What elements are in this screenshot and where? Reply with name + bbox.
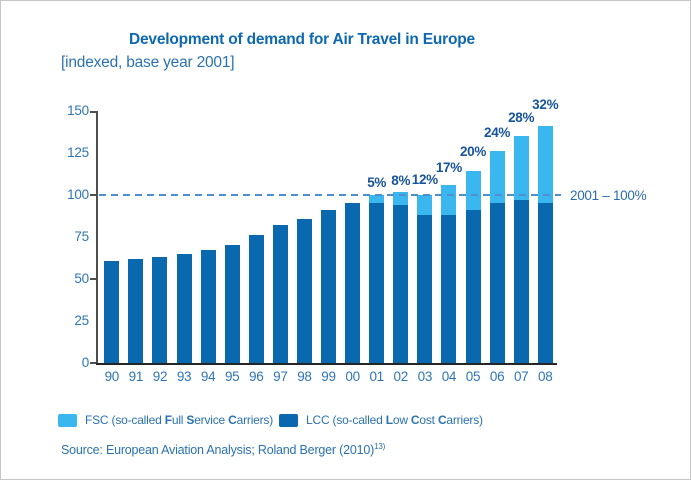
bar-segment-lcc	[465, 210, 481, 363]
bar-segment-lcc	[104, 260, 120, 363]
bar-segment-fsc	[369, 195, 385, 204]
bar-segment-lcc	[128, 258, 144, 363]
bar-segment-lcc	[200, 250, 216, 363]
x-tick-label: 93	[176, 369, 192, 384]
x-tick-label: 06	[489, 369, 505, 384]
bar-segment-fsc	[417, 195, 433, 216]
bar-segment-lcc	[321, 210, 337, 363]
percent-label: 5%	[367, 175, 387, 190]
bar-segment-lcc	[176, 253, 192, 363]
percent-label: 20%	[459, 144, 487, 160]
chart-subtitle: [indexed, base year 2001]	[61, 54, 235, 71]
x-tick-label: 05	[465, 369, 481, 384]
reference-label: 2001 – 100%	[570, 188, 647, 203]
x-tick-label: 99	[321, 369, 336, 384]
x-tick-label: 97	[273, 369, 288, 384]
legend-item-fsc: FSC (so-called Full Service Carriers)	[58, 413, 273, 427]
y-tick-mark	[90, 362, 96, 364]
bar-segment-lcc	[513, 200, 529, 363]
y-tick-label: 75	[74, 229, 89, 244]
y-tick-label: 100	[67, 187, 89, 202]
x-tick-label: 08	[538, 369, 553, 384]
bar-segment-lcc	[224, 245, 240, 363]
bar-segment-lcc	[537, 203, 553, 363]
bar-segment-lcc	[248, 235, 264, 363]
percent-label: 24%	[484, 125, 511, 141]
y-tick-label: 25	[74, 313, 89, 328]
x-tick-label: 04	[441, 369, 457, 384]
chart-title: Development of demand for Air Travel in …	[129, 31, 475, 48]
y-tick-mark	[90, 278, 96, 280]
bar-segment-lcc	[272, 225, 288, 363]
bar-segment-fsc	[489, 151, 505, 204]
source-note: Source: European Aviation Analysis; Rola…	[61, 442, 385, 457]
percent-label: 12%	[411, 172, 438, 187]
x-axis	[96, 363, 557, 365]
bar-segment-fsc	[513, 136, 529, 201]
y-tick-mark	[90, 111, 96, 113]
reference-line	[99, 194, 561, 196]
x-tick-label: 01	[369, 369, 384, 384]
x-tick-label: 91	[128, 369, 144, 384]
bar-segment-lcc	[393, 205, 409, 363]
percent-label: 32%	[532, 97, 559, 113]
y-axis	[96, 111, 98, 365]
percent-label: 8%	[391, 172, 411, 188]
x-tick-label: 90	[104, 369, 120, 384]
x-tick-label: 92	[152, 369, 168, 384]
x-tick-label: 00	[345, 369, 360, 384]
bar-segment-lcc	[369, 203, 385, 363]
y-tick-mark	[90, 194, 96, 196]
bar-segment-fsc	[537, 126, 553, 204]
legend-swatch-fsc	[58, 413, 77, 427]
bar-segment-lcc	[152, 257, 168, 363]
source-superscript: 13)	[374, 442, 386, 451]
legend-label-lcc: LCC (so-called Low Cost Carriers)	[306, 413, 483, 427]
bar-segment-lcc	[417, 215, 433, 363]
y-tick-label: 0	[81, 355, 90, 370]
x-tick-label: 94	[200, 369, 216, 384]
x-tick-label: 02	[393, 369, 409, 384]
legend-item-lcc: LCC (so-called Low Cost Carriers)	[279, 413, 483, 427]
y-tick-label: 125	[67, 145, 89, 160]
bar-segment-lcc	[296, 218, 312, 363]
percent-label: 17%	[435, 159, 462, 175]
y-tick-label: 150	[67, 103, 89, 118]
bar-segment-lcc	[441, 215, 457, 363]
legend-label-fsc: FSC (so-called Full Service Carriers)	[85, 413, 274, 427]
x-tick-label: 03	[417, 369, 433, 384]
bar-segment-lcc	[345, 203, 361, 363]
x-tick-label: 98	[297, 369, 312, 384]
bar-segment-lcc	[489, 203, 505, 363]
x-tick-label: 96	[249, 369, 264, 384]
source-text: Source: European Aviation Analysis; Rola…	[61, 443, 375, 458]
x-tick-label: 07	[513, 369, 529, 384]
bar-segment-fsc	[441, 184, 457, 216]
legend-swatch-lcc	[279, 413, 298, 427]
y-tick-label: 50	[74, 271, 89, 286]
bar-segment-fsc	[465, 171, 481, 211]
percent-label: 28%	[508, 110, 535, 126]
x-tick-label: 95	[224, 369, 240, 384]
